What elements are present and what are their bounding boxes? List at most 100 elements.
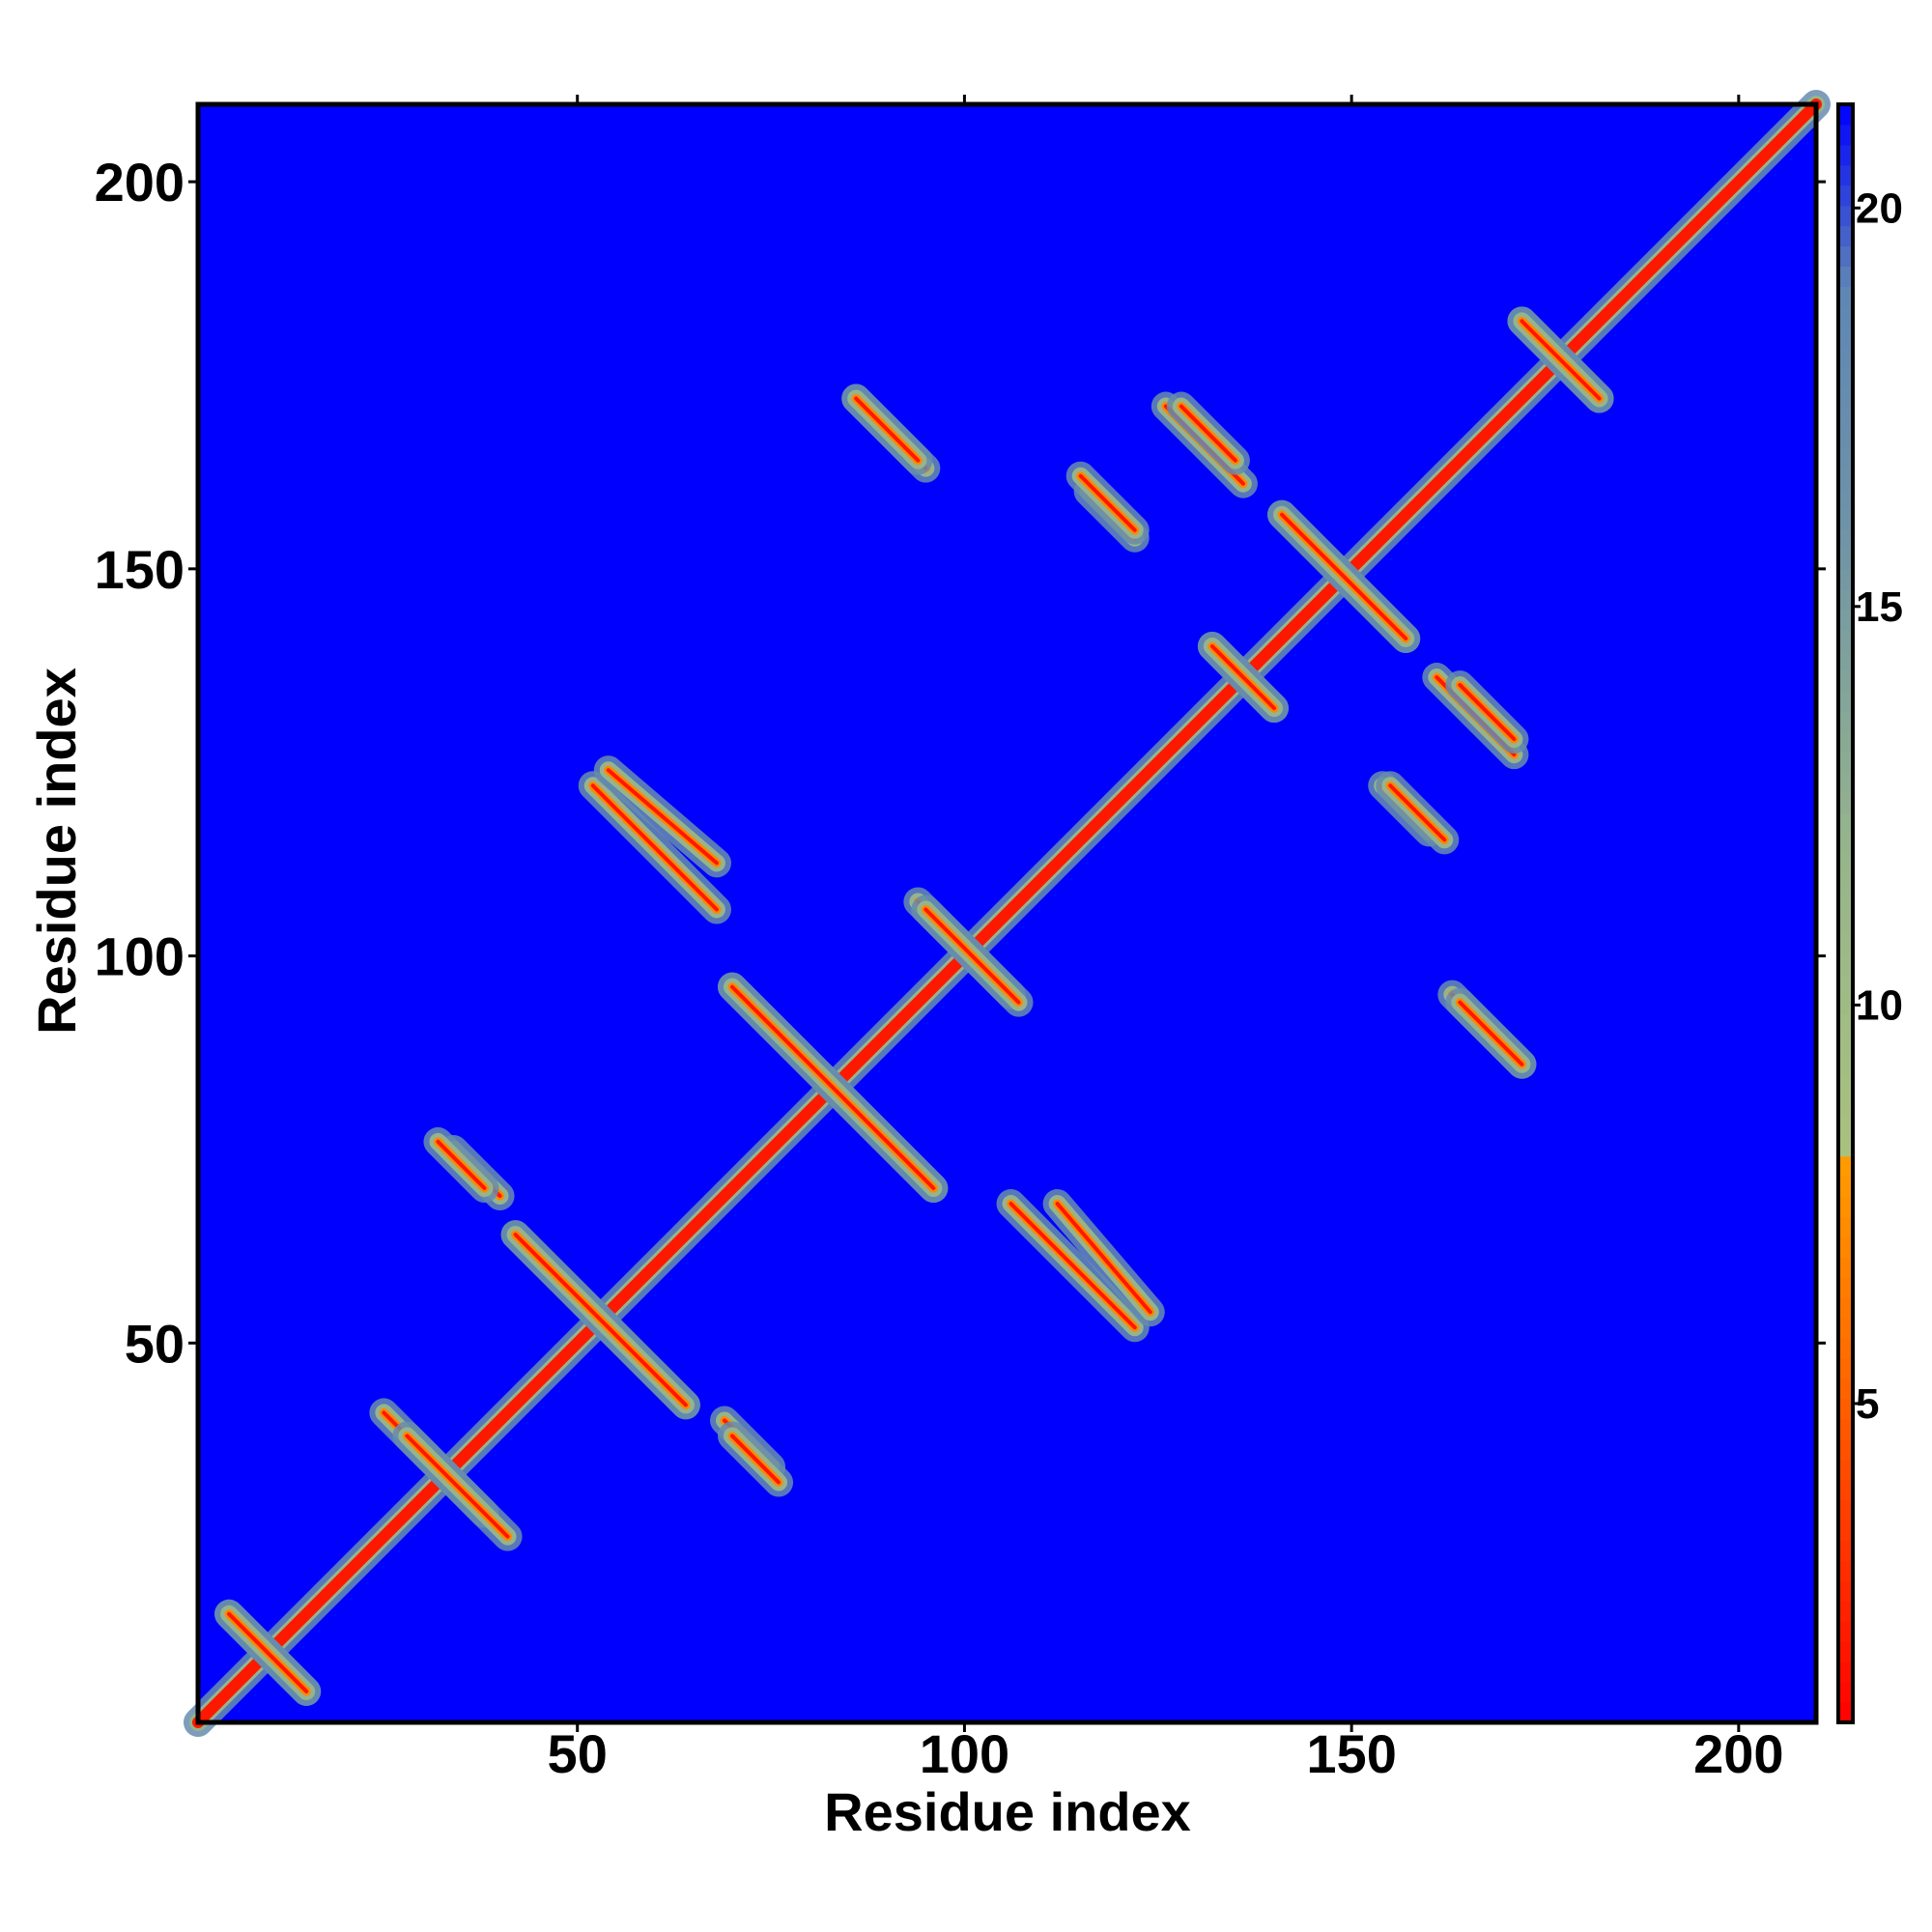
contact-band-level-3 (1280, 512, 1408, 640)
contact-feature-antiparallel-5-mirror (996, 1189, 1150, 1343)
colorbar-segment (1838, 752, 1853, 773)
colorbar-segment (1838, 367, 1853, 388)
axes: 50 100 150 200 50 100 150 200 (95, 95, 1826, 1784)
colorbar-segment (1838, 630, 1853, 651)
colorbar-segment (1838, 1438, 1853, 1461)
colorbar-tick-label: 5 (1856, 1380, 1879, 1428)
colorbar-segment (1838, 852, 1853, 874)
heatmap-plot-area (184, 90, 1831, 1737)
colorbar-segment (1838, 1459, 1853, 1481)
colorbar-segment (1838, 569, 1853, 591)
y-tick-label: 150 (95, 539, 185, 600)
contact-band-level-3 (1055, 1202, 1152, 1315)
colorbar: 5 10 15 20 (1836, 102, 1903, 1724)
colorbar-segment (1838, 144, 1853, 166)
contact-feature-antiparallel-17-mirror (1507, 306, 1614, 413)
colorbar-segment (1838, 872, 1853, 895)
contact-band-level-3 (227, 1611, 309, 1693)
contact-band-level-3 (1209, 644, 1276, 711)
colorbar-segment (1838, 1601, 1853, 1622)
colorbar-tick-label: 20 (1856, 185, 1903, 232)
colorbar-segment (1838, 1297, 1853, 1319)
contact-band-level-3 (1458, 683, 1517, 742)
contact-band-level-3 (923, 907, 1021, 1005)
colorbar-segment (1838, 771, 1853, 793)
colorbar-segment (1838, 1418, 1853, 1440)
colorbar-segment (1838, 1155, 1853, 1178)
contact-feature-antiparallel-6-mirror (717, 972, 949, 1204)
colorbar-segment (1838, 286, 1853, 307)
colorbar-segment (1838, 1499, 1853, 1521)
colorbar-segment (1838, 488, 1853, 510)
contact-feature-parallel-4-mirror (423, 1126, 499, 1204)
colorbar-segment (1838, 691, 1853, 712)
colorbar-segment (1838, 447, 1853, 469)
contact-feature-antiparallel-12-mirror (1267, 499, 1421, 653)
contact-band-level-3 (1388, 783, 1447, 842)
colorbar-segment (1838, 508, 1853, 530)
colorbar-segment (1838, 1055, 1853, 1076)
y-tick-label: 50 (125, 1313, 185, 1374)
contact-feature-antiparallel-13-mirror (1197, 632, 1289, 724)
colorbar-segment (1838, 528, 1853, 551)
colorbar-segment (1838, 347, 1853, 368)
colorbar-segment (1838, 1338, 1853, 1359)
colorbar-segment (1838, 1520, 1853, 1542)
colorbar-segment (1838, 1682, 1853, 1703)
colorbar-segment (1838, 164, 1853, 186)
colorbar-segment (1838, 832, 1853, 854)
contact-feature-antiparallel-16 (1445, 987, 1537, 1079)
contact-feature-antiparallel-14 (1445, 670, 1529, 754)
colorbar-segment (1838, 1176, 1853, 1198)
plot-frame (195, 101, 1819, 1725)
contact-band-level-3 (854, 396, 921, 463)
colorbar-segment (1838, 913, 1853, 935)
contact-band-level-3 (513, 1233, 688, 1407)
colorbar-segment (1838, 589, 1853, 611)
contact-feature-antiparallel-15 (1376, 771, 1460, 855)
colorbar-tick-label: 10 (1856, 981, 1903, 1029)
contact-band-level-3 (405, 1434, 510, 1539)
colorbar-segment (1838, 610, 1853, 631)
contact-band-level-3 (192, 99, 1822, 1728)
colorbar-segment (1838, 225, 1853, 247)
colorbar-segment (1838, 1318, 1853, 1339)
colorbar-segment (1838, 670, 1853, 692)
colorbar-segment (1838, 953, 1853, 975)
colorbar-segment (1838, 1277, 1853, 1298)
colorbar-segment (1838, 408, 1853, 429)
colorbar-segment (1838, 387, 1853, 409)
colorbar-segment (1838, 1641, 1853, 1662)
x-tick-label: 100 (920, 1723, 1009, 1784)
colorbar-segment (1838, 1560, 1853, 1582)
contact-feature-antiparallel-2-mirror (500, 1220, 700, 1420)
colorbar-segment (1838, 1196, 1853, 1218)
contact-feature-antiparallel-5 (578, 771, 731, 924)
contact-band-level-3 (1078, 473, 1137, 532)
contact-band-level-3 (436, 1139, 487, 1191)
colorbar-segment (1838, 1135, 1853, 1157)
colorbar-tick-label: 15 (1856, 583, 1903, 631)
contact-feature-parallel-4 (717, 1421, 794, 1497)
contact-band-level-3 (729, 1434, 781, 1485)
colorbar-segment (1838, 711, 1853, 732)
colorbar-segment (1838, 549, 1853, 571)
colorbar-segment (1838, 124, 1853, 146)
x-axis-label: Residue index (824, 1781, 1191, 1842)
colorbar-segment (1838, 1702, 1853, 1723)
contact-band-level-3 (1458, 1000, 1524, 1066)
contact-band-level-3 (1520, 319, 1602, 401)
colorbar-segment (1838, 1094, 1853, 1117)
colorbar-segment (1838, 933, 1853, 954)
colorbar-segment (1838, 1399, 1853, 1420)
colorbar-segment (1838, 1378, 1853, 1400)
colorbar-segment (1838, 1662, 1853, 1683)
colorbar-segment (1838, 994, 1853, 1015)
contact-feature-antiparallel-1-mirror (392, 1421, 523, 1551)
contact-band-level-3 (1009, 1202, 1137, 1330)
colorbar-segment (1838, 468, 1853, 490)
colorbar-segment (1838, 1216, 1853, 1238)
colorbar-segment (1838, 1035, 1853, 1056)
colorbar-segment (1838, 791, 1853, 813)
contact-feature-band-18-mirror (214, 1599, 322, 1706)
